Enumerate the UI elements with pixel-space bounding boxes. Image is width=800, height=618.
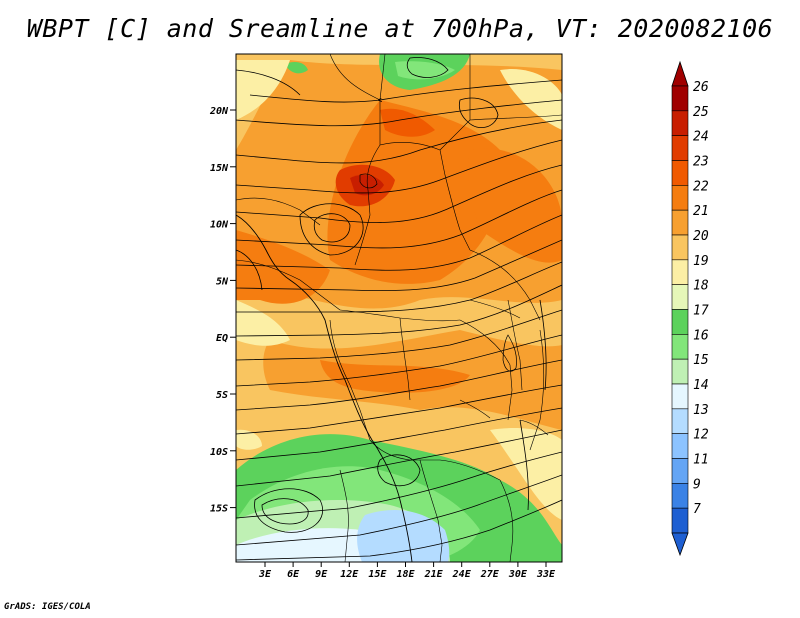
lon-tick-label: 21E	[424, 569, 444, 580]
colorbar-label: 19	[693, 254, 709, 269]
colorbar-label: 7	[693, 502, 701, 517]
lat-tick-label: 10S	[210, 447, 228, 458]
lat-tick-label: 10N	[210, 220, 229, 231]
grads-credit: GrADS: IGES/COLA	[4, 602, 91, 612]
colorbar-label: 14	[693, 378, 709, 393]
lat-tick-label: EQ	[216, 333, 228, 344]
country-borders	[236, 54, 562, 562]
lat-tick-label: 15N	[210, 163, 229, 174]
lake-chad	[359, 173, 378, 189]
colorbar-swatch	[671, 334, 689, 360]
colorbar-label: 15	[693, 353, 709, 368]
colorbar-swatch	[671, 234, 689, 261]
colorbar-swatch	[671, 433, 689, 459]
lat-tick-label: 5N	[216, 276, 229, 287]
colorbar-swatch	[671, 458, 689, 484]
lon-tick-label: 15E	[368, 569, 387, 580]
lon-tick-label: 3E	[258, 569, 272, 580]
colorbar-swatch	[671, 383, 689, 410]
colorbar-label: 25	[693, 105, 709, 120]
lon-tick-label: 12E	[340, 569, 359, 580]
lon-tick-label: 18E	[396, 569, 415, 580]
colorbar-label: 9	[693, 477, 701, 492]
colorbar-swatch	[671, 483, 689, 509]
lon-tick-label: 6E	[287, 569, 300, 580]
colorbar-swatch	[671, 209, 689, 236]
streamlines	[236, 57, 562, 561]
colorbar-label: 11	[693, 453, 709, 468]
map-title: WBPT [C] and Sreamline at 700hPa, VT: 20…	[26, 14, 774, 43]
colorbar-label: 20	[693, 229, 709, 244]
colorbar-label: 12	[693, 428, 709, 443]
lon-tick-label: 9E	[315, 569, 328, 580]
colorbar-label: 21	[693, 204, 709, 219]
colorbar-swatch	[671, 309, 689, 335]
lat-tick-label: 20N	[209, 106, 229, 117]
lon-tick-label: 27E	[480, 569, 500, 580]
colorbar-swatch	[671, 110, 689, 136]
colorbar-label: 17	[693, 304, 709, 319]
colorbar-label: 16	[693, 328, 709, 343]
colorbar-swatch	[671, 185, 689, 211]
longitude-axis: 3E 6E 9E 12E 15E 18E 21E 24E 27E 30E 33E	[258, 562, 556, 580]
colorbar-label: 23	[693, 155, 709, 170]
lon-tick-label: 24E	[452, 569, 472, 580]
lon-tick-label: 30E	[508, 569, 528, 580]
lake-victoria	[502, 334, 517, 372]
lat-tick-label: 15S	[210, 504, 228, 515]
lon-tick-label: 33E	[536, 569, 556, 580]
lat-tick-label: 5S	[216, 390, 228, 401]
colorbar-swatch	[671, 160, 689, 186]
colorbar-swatch	[671, 284, 689, 310]
colorbar-label: 26	[693, 80, 709, 95]
colorbar-swatch	[671, 358, 689, 385]
colorbar-swatch	[671, 85, 689, 112]
colorbar-label: 22	[693, 179, 709, 194]
latitude-axis: 20N 15N 10N 5N EQ 5S 10S 15S	[209, 106, 236, 515]
colorbar-swatch	[671, 259, 689, 285]
wbpt-field	[236, 54, 562, 562]
colorbar-bottom-arrow	[671, 532, 689, 557]
colorbar: 26 25 24 23 22 21 20 19 18 17 16 15 14 13 12 11 9 7	[671, 60, 709, 557]
colorbar-swatch	[671, 135, 689, 161]
colorbar-swatch	[671, 507, 689, 534]
colorbar-label: 24	[693, 130, 709, 145]
colorbar-label: 18	[693, 279, 709, 294]
colorbar-swatch	[671, 408, 689, 434]
coastline	[236, 214, 413, 562]
map-frame	[235, 53, 563, 563]
colorbar-label: 13	[693, 403, 709, 418]
colorbar-top-arrow	[671, 60, 689, 87]
